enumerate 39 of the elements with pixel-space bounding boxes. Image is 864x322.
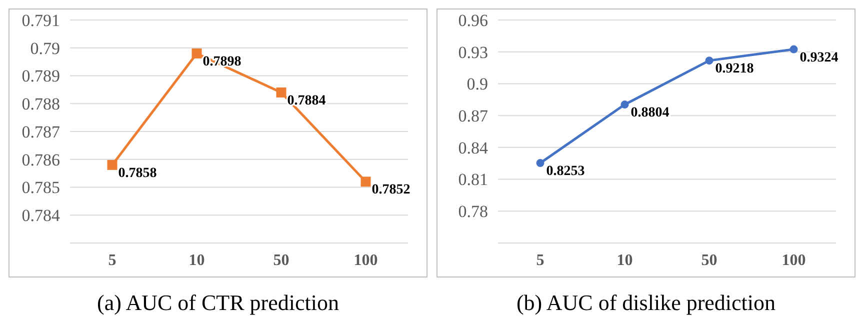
x-tick-label: 50 — [701, 252, 718, 269]
x-tick-label: 50 — [273, 252, 290, 269]
data-label: 0.9324 — [800, 50, 838, 66]
y-tick-label: 0.81 — [458, 170, 488, 190]
data-label: 0.8804 — [630, 106, 670, 121]
x-tick-label: 5 — [108, 252, 116, 269]
y-tick-label: 0.79 — [30, 38, 60, 58]
point — [192, 48, 202, 58]
data-label: 0.8253 — [546, 164, 585, 180]
point — [705, 56, 714, 65]
x-tick-label: 100 — [354, 252, 378, 269]
data-label: 0.7852 — [372, 182, 410, 198]
x-tick-label: 5 — [536, 252, 544, 269]
text: (a) AUC of CTR prediction — [97, 290, 339, 315]
y-tick-label: 0.84 — [458, 138, 488, 158]
y-tick-label: 0.78 — [458, 202, 488, 222]
y-tick-label: 0.784 — [22, 206, 60, 226]
y-tick-label: 0.787 — [22, 122, 60, 142]
y-tick-label: 0.785 — [22, 178, 60, 198]
point — [360, 176, 371, 187]
text: (b) AUC of dislike prediction — [516, 290, 776, 315]
y-tick-label: 0.786 — [22, 150, 60, 170]
y-tick-label: 0.93 — [458, 42, 488, 62]
point — [620, 100, 629, 109]
data-label: 0.7858 — [118, 166, 157, 181]
data-label: 0.9218 — [715, 62, 754, 77]
y-tick-label: 0.788 — [22, 94, 60, 114]
y-tick-label: 0.96 — [458, 10, 488, 30]
point — [107, 160, 118, 170]
y-tick-label: 0.791 — [22, 10, 60, 30]
point — [276, 87, 286, 98]
point — [536, 159, 544, 168]
y-tick-label: 0.789 — [22, 66, 60, 86]
x-tick-label: 10 — [188, 252, 205, 269]
x-tick-label: 10 — [616, 252, 633, 269]
y-tick-label: 0.9 — [466, 74, 488, 94]
point — [790, 45, 798, 54]
y-tick-label: 0.87 — [458, 106, 488, 126]
x-tick-label: 100 — [782, 252, 806, 269]
